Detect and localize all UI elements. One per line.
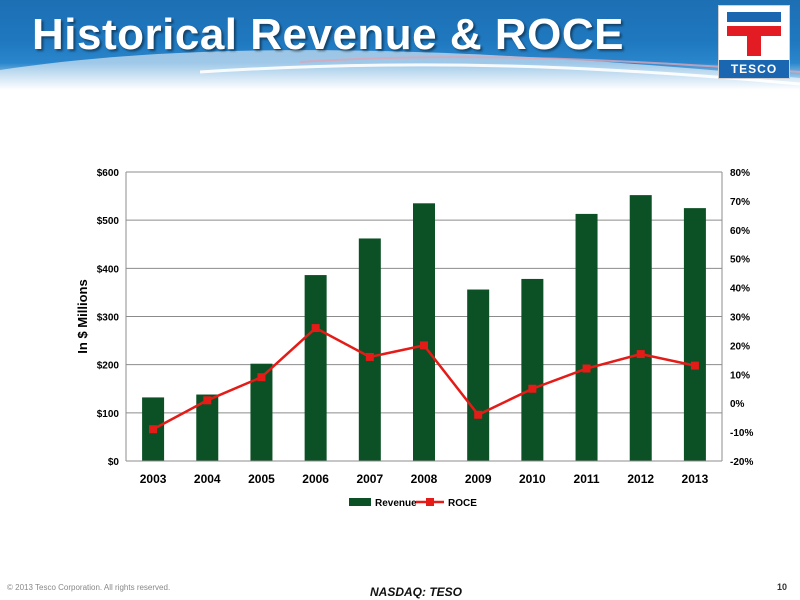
- roce-point: [149, 425, 158, 434]
- roce-point: [582, 364, 591, 373]
- roce-point: [365, 352, 374, 361]
- revenue-bar: [358, 238, 381, 461]
- footer-copyright: © 2013 Tesco Corporation. All rights res…: [7, 583, 171, 592]
- revenue-bar: [683, 208, 706, 461]
- roce-point: [474, 410, 483, 419]
- y-right-tick-label: 20%: [730, 341, 750, 352]
- y-right-tick-label: -20%: [730, 457, 753, 468]
- y-right-tick-label: 50%: [730, 255, 750, 266]
- roce-point: [636, 350, 645, 359]
- x-tick-label: 2009: [465, 472, 492, 486]
- slide-header: Historical Revenue & ROCE TESCO: [0, 0, 800, 90]
- roce-point: [420, 341, 428, 350]
- revenue-bars: [142, 195, 706, 461]
- logo-emblem: [727, 12, 781, 56]
- y-left-tick-label: $100: [97, 409, 120, 420]
- x-tick-label: 2004: [194, 472, 221, 486]
- x-tick-label: 2013: [682, 472, 709, 486]
- revenue-bar: [629, 195, 652, 461]
- page-number: 10: [777, 582, 788, 592]
- y-right-tick-label: 30%: [730, 313, 750, 324]
- y-right-tick-label: 0%: [730, 399, 745, 410]
- revenue-bar: [304, 275, 327, 461]
- x-tick-label: 2003: [140, 472, 167, 486]
- chart-axes: [125, 172, 723, 462]
- revenue-bar: [521, 278, 544, 461]
- y-right-tick-label: 60%: [730, 226, 750, 237]
- y-right-tick-label: 80%: [730, 168, 750, 179]
- x-tick-label: 2006: [302, 472, 329, 486]
- x-tick-label: 2005: [248, 472, 275, 486]
- y-left-tick-label: $400: [97, 264, 120, 275]
- roce-point: [257, 373, 266, 382]
- y-right-tick-label: -10%: [730, 428, 753, 439]
- x-tick-label: 2011: [574, 472, 600, 486]
- x-tick-label: 2008: [411, 472, 438, 486]
- y-left-tick-label: $600: [97, 168, 120, 179]
- revenue-bar: [467, 289, 490, 461]
- chart-labels: $0 $100 $200 $300 $400 $500 $600 -20% -10% 0% 10% 2…: [75, 168, 753, 486]
- revenue-bar: [196, 394, 219, 461]
- roce-line-series: [149, 324, 699, 434]
- legend-roce-label: ROCE: [448, 498, 477, 509]
- revenue-bar: [575, 213, 598, 461]
- legend-revenue-swatch: [349, 498, 371, 506]
- y-left-tick-label: $500: [97, 216, 120, 227]
- y-right-tick-label: 40%: [730, 284, 750, 295]
- legend-revenue-label: Revenue: [375, 498, 417, 509]
- chart-legend: Revenue ROCE: [349, 498, 477, 509]
- roce-point: [528, 384, 537, 393]
- footer-ticker: NASDAQ: TESO: [370, 585, 463, 599]
- y-left-tick-label: $0: [108, 457, 120, 468]
- y-right-tick-label: 70%: [730, 197, 750, 208]
- tesco-logo: TESCO: [718, 5, 790, 79]
- y-axis-title: In $ Millions: [75, 279, 90, 353]
- revenue-bar: [413, 203, 435, 461]
- revenue-bar: [250, 363, 273, 461]
- legend-roce-marker: [426, 498, 434, 506]
- x-tick-label: 2012: [627, 472, 654, 486]
- x-tick-label: 2007: [356, 472, 383, 486]
- logo-wordmark: TESCO: [719, 60, 789, 78]
- y-right-tick-label: 10%: [730, 370, 750, 381]
- y-left-tick-label: $200: [97, 361, 120, 372]
- x-tick-label: 2010: [519, 472, 546, 486]
- roce-point: [690, 361, 699, 370]
- roce-point: [203, 396, 212, 405]
- slide-title: Historical Revenue & ROCE: [32, 10, 624, 59]
- roce-point: [311, 324, 320, 333]
- y-left-tick-label: $300: [97, 313, 120, 324]
